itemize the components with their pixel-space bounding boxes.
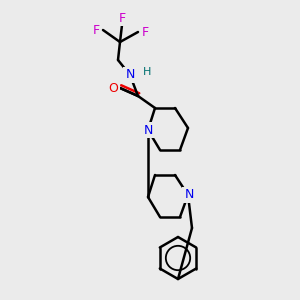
Text: N: N [184,188,194,202]
Text: F: F [118,11,126,25]
Text: N: N [143,124,153,136]
Text: O: O [108,82,118,94]
Text: N: N [125,68,135,82]
Text: F: F [92,23,100,37]
Text: H: H [143,67,151,77]
Text: F: F [141,26,148,38]
